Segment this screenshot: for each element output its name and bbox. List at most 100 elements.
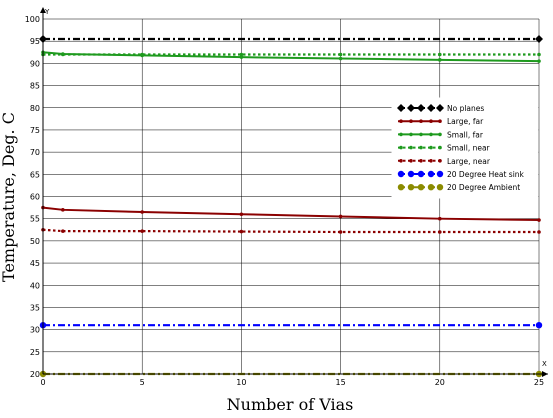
legend-entry: 20 Degree Ambient xyxy=(397,183,520,192)
legend-swatch-marker xyxy=(419,132,423,137)
y-tick-label: 70 xyxy=(30,148,40,157)
data-point xyxy=(338,56,343,61)
legend-label: Large, far xyxy=(447,117,484,126)
y-tick-label: 65 xyxy=(30,170,40,179)
legend-box xyxy=(391,97,539,199)
x-tick-labels: 0 5 10 15 20 25 xyxy=(40,378,544,387)
x-tick-label: 10 xyxy=(236,378,246,387)
legend-swatch-marker xyxy=(429,119,433,123)
legend-entry: 20 Degree Heat sink xyxy=(397,170,525,179)
legend-swatch-marker xyxy=(419,145,423,150)
legend-swatch-marker xyxy=(397,170,405,178)
legend-label: Small, near xyxy=(447,144,491,153)
legend-swatch-marker xyxy=(399,145,403,150)
legend-entry: Small, near xyxy=(398,144,491,153)
legend-swatch-marker xyxy=(436,104,444,112)
series-large-near xyxy=(41,227,541,234)
x-axis-arrow xyxy=(542,371,548,377)
data-point xyxy=(438,216,442,221)
y-tick-label: 20 xyxy=(30,370,40,379)
legend-swatch-marker xyxy=(436,184,444,191)
data-point xyxy=(140,210,144,214)
data-point xyxy=(438,58,442,62)
y-tick-label: 25 xyxy=(30,348,40,357)
legend-swatch-marker xyxy=(427,184,435,191)
legend-swatch-marker xyxy=(407,184,415,191)
data-point xyxy=(537,230,541,234)
y-tick-label: 95 xyxy=(30,37,40,46)
legend-swatch-marker xyxy=(429,145,433,150)
data-point xyxy=(239,52,244,57)
data-point xyxy=(140,229,144,233)
y-tick-label: 50 xyxy=(30,237,40,246)
legend-swatch-marker xyxy=(409,132,413,137)
y-tick-label: 75 xyxy=(30,126,40,135)
x-tick-label: 5 xyxy=(140,378,145,387)
legend-label: 20 Degree Heat sink xyxy=(447,170,525,179)
legend-swatch-marker xyxy=(438,145,442,150)
y-tick-label: 40 xyxy=(30,281,40,290)
y-tick-label: 100 xyxy=(25,15,40,24)
legend-swatch-marker xyxy=(417,170,425,178)
y-axis-title: Temperature, Deg. C xyxy=(0,112,18,282)
y-tick-label: 30 xyxy=(30,326,40,335)
legend-swatch-marker xyxy=(407,170,415,178)
legend-entry: Large, far xyxy=(398,117,484,126)
legend-swatch-marker xyxy=(409,119,413,123)
legend-swatch-marker xyxy=(407,104,415,112)
legend-swatch-marker xyxy=(417,184,425,191)
legend-swatch-marker xyxy=(399,159,403,163)
series-small-far xyxy=(41,50,541,63)
data-point xyxy=(438,52,442,57)
y-tick-label: 60 xyxy=(30,193,40,202)
legend-swatch-marker xyxy=(427,104,435,112)
x-tick-label: 15 xyxy=(336,378,346,387)
y-tick-label: 85 xyxy=(30,82,40,91)
data-point xyxy=(239,229,244,234)
legend-swatch-marker xyxy=(427,170,435,178)
legend-swatch-marker xyxy=(409,159,413,163)
legend-label: No planes xyxy=(447,104,484,113)
series-small-near xyxy=(41,52,541,57)
legend-swatch-marker xyxy=(397,104,405,112)
data-point xyxy=(535,34,543,43)
legend: No planes Large, far Small, far Small, near… xyxy=(391,97,539,199)
data-point xyxy=(140,52,144,57)
axes xyxy=(40,7,548,377)
series-line xyxy=(42,228,539,234)
series-line xyxy=(42,206,540,222)
y-tick-label: 55 xyxy=(30,215,40,224)
x-tick-label: 20 xyxy=(435,378,445,387)
legend-swatch-marker xyxy=(429,132,433,137)
legend-swatch-marker xyxy=(399,132,403,137)
legend-swatch-marker xyxy=(438,132,442,137)
y-tick-labels: 20 25 30 35 40 45 50 55 60 65 70 75 80 85 90 95 100 xyxy=(25,15,40,379)
data-point xyxy=(438,230,442,234)
data-point xyxy=(338,214,343,219)
data-point xyxy=(537,59,541,63)
data-point xyxy=(338,230,343,234)
data-point xyxy=(61,208,65,212)
legend-label: Large, near xyxy=(447,157,491,166)
data-point xyxy=(61,229,65,233)
legend-swatch-marker xyxy=(409,145,413,150)
y-axis-letter: Y xyxy=(44,8,50,16)
series-lines xyxy=(39,34,543,378)
legend-swatch-marker xyxy=(429,159,433,163)
legend-swatch-marker xyxy=(417,104,425,112)
y-axis-arrow xyxy=(40,7,46,13)
x-axis-letter: X xyxy=(542,360,547,368)
x-tick-label: 0 xyxy=(40,378,45,387)
legend-swatch-marker xyxy=(438,159,442,163)
y-tick-label: 90 xyxy=(30,59,40,68)
data-point xyxy=(535,321,543,329)
data-point xyxy=(338,52,343,57)
series-no-planes xyxy=(39,34,543,43)
legend-swatch-marker xyxy=(419,159,423,163)
y-tick-label: 80 xyxy=(30,104,40,113)
legend-swatch-marker xyxy=(436,170,444,178)
data-point xyxy=(239,212,244,217)
legend-entry: Small, far xyxy=(398,130,484,139)
legend-swatch-marker xyxy=(397,184,405,191)
